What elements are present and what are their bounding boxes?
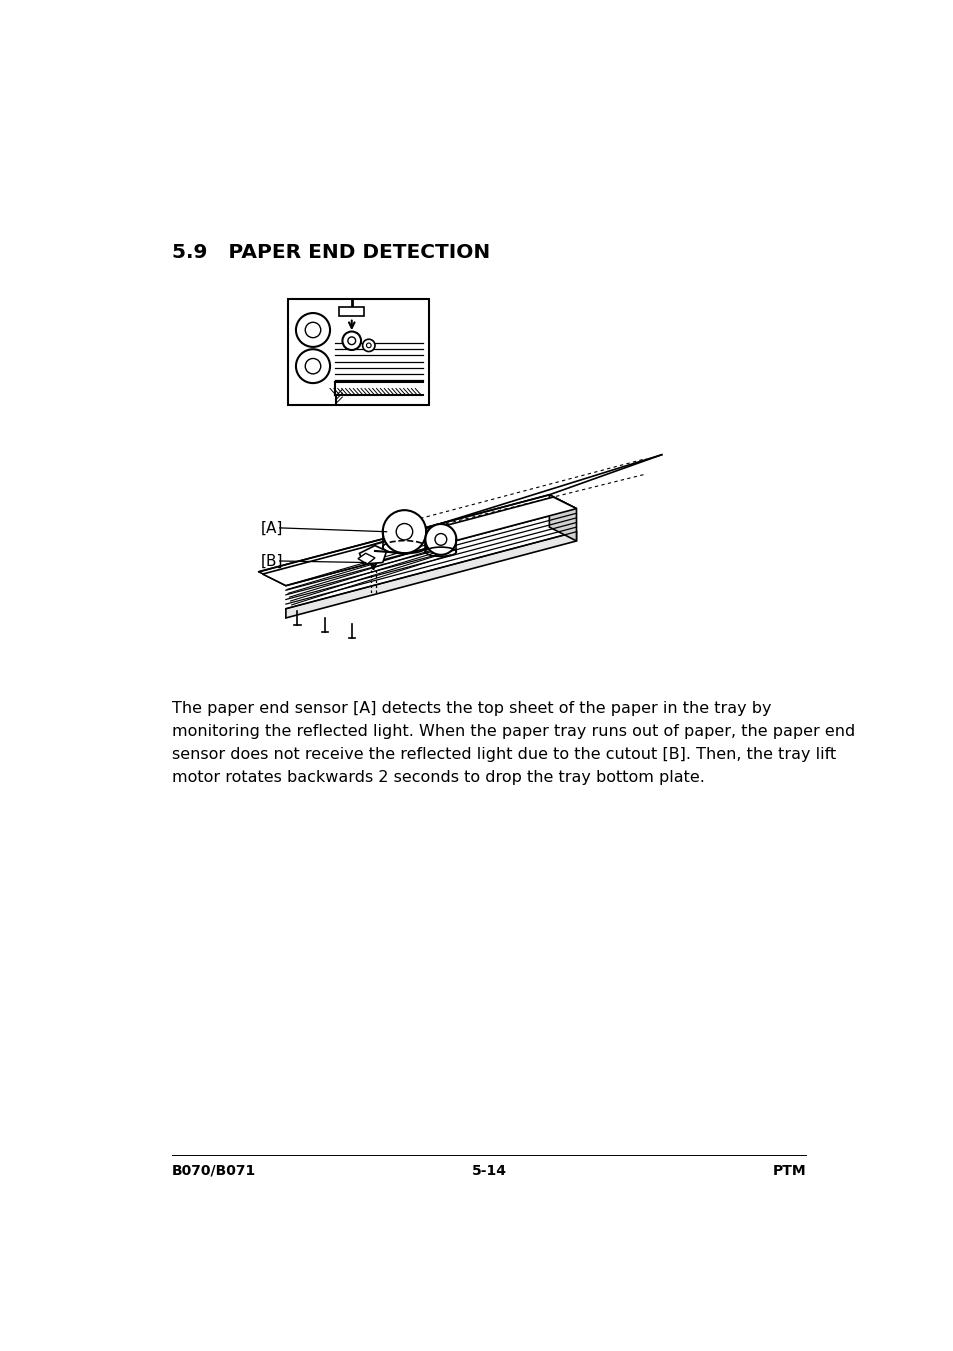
- Polygon shape: [359, 546, 386, 565]
- Circle shape: [425, 524, 456, 555]
- Circle shape: [382, 511, 426, 554]
- Text: PTM: PTM: [772, 1163, 805, 1178]
- Circle shape: [342, 331, 360, 350]
- Circle shape: [366, 343, 371, 347]
- Polygon shape: [549, 494, 576, 540]
- Circle shape: [305, 358, 320, 374]
- Text: 5.9   PAPER END DETECTION: 5.9 PAPER END DETECTION: [172, 243, 490, 262]
- Circle shape: [395, 524, 413, 540]
- Circle shape: [362, 339, 375, 351]
- Text: [B]: [B]: [261, 554, 283, 569]
- Circle shape: [435, 534, 446, 546]
- Polygon shape: [286, 532, 576, 617]
- Text: B070/B071: B070/B071: [172, 1163, 256, 1178]
- Circle shape: [295, 349, 330, 384]
- Circle shape: [305, 323, 320, 338]
- Text: 5-14: 5-14: [471, 1163, 506, 1178]
- Circle shape: [295, 313, 330, 347]
- Text: [A]: [A]: [261, 520, 283, 535]
- Bar: [288, 299, 429, 405]
- Polygon shape: [357, 554, 375, 565]
- Text: The paper end sensor [A] detects the top sheet of the paper in the tray by
monit: The paper end sensor [A] detects the top…: [172, 701, 854, 785]
- Polygon shape: [258, 494, 576, 585]
- Polygon shape: [262, 497, 576, 585]
- Bar: [339, 307, 364, 316]
- Circle shape: [348, 336, 355, 345]
